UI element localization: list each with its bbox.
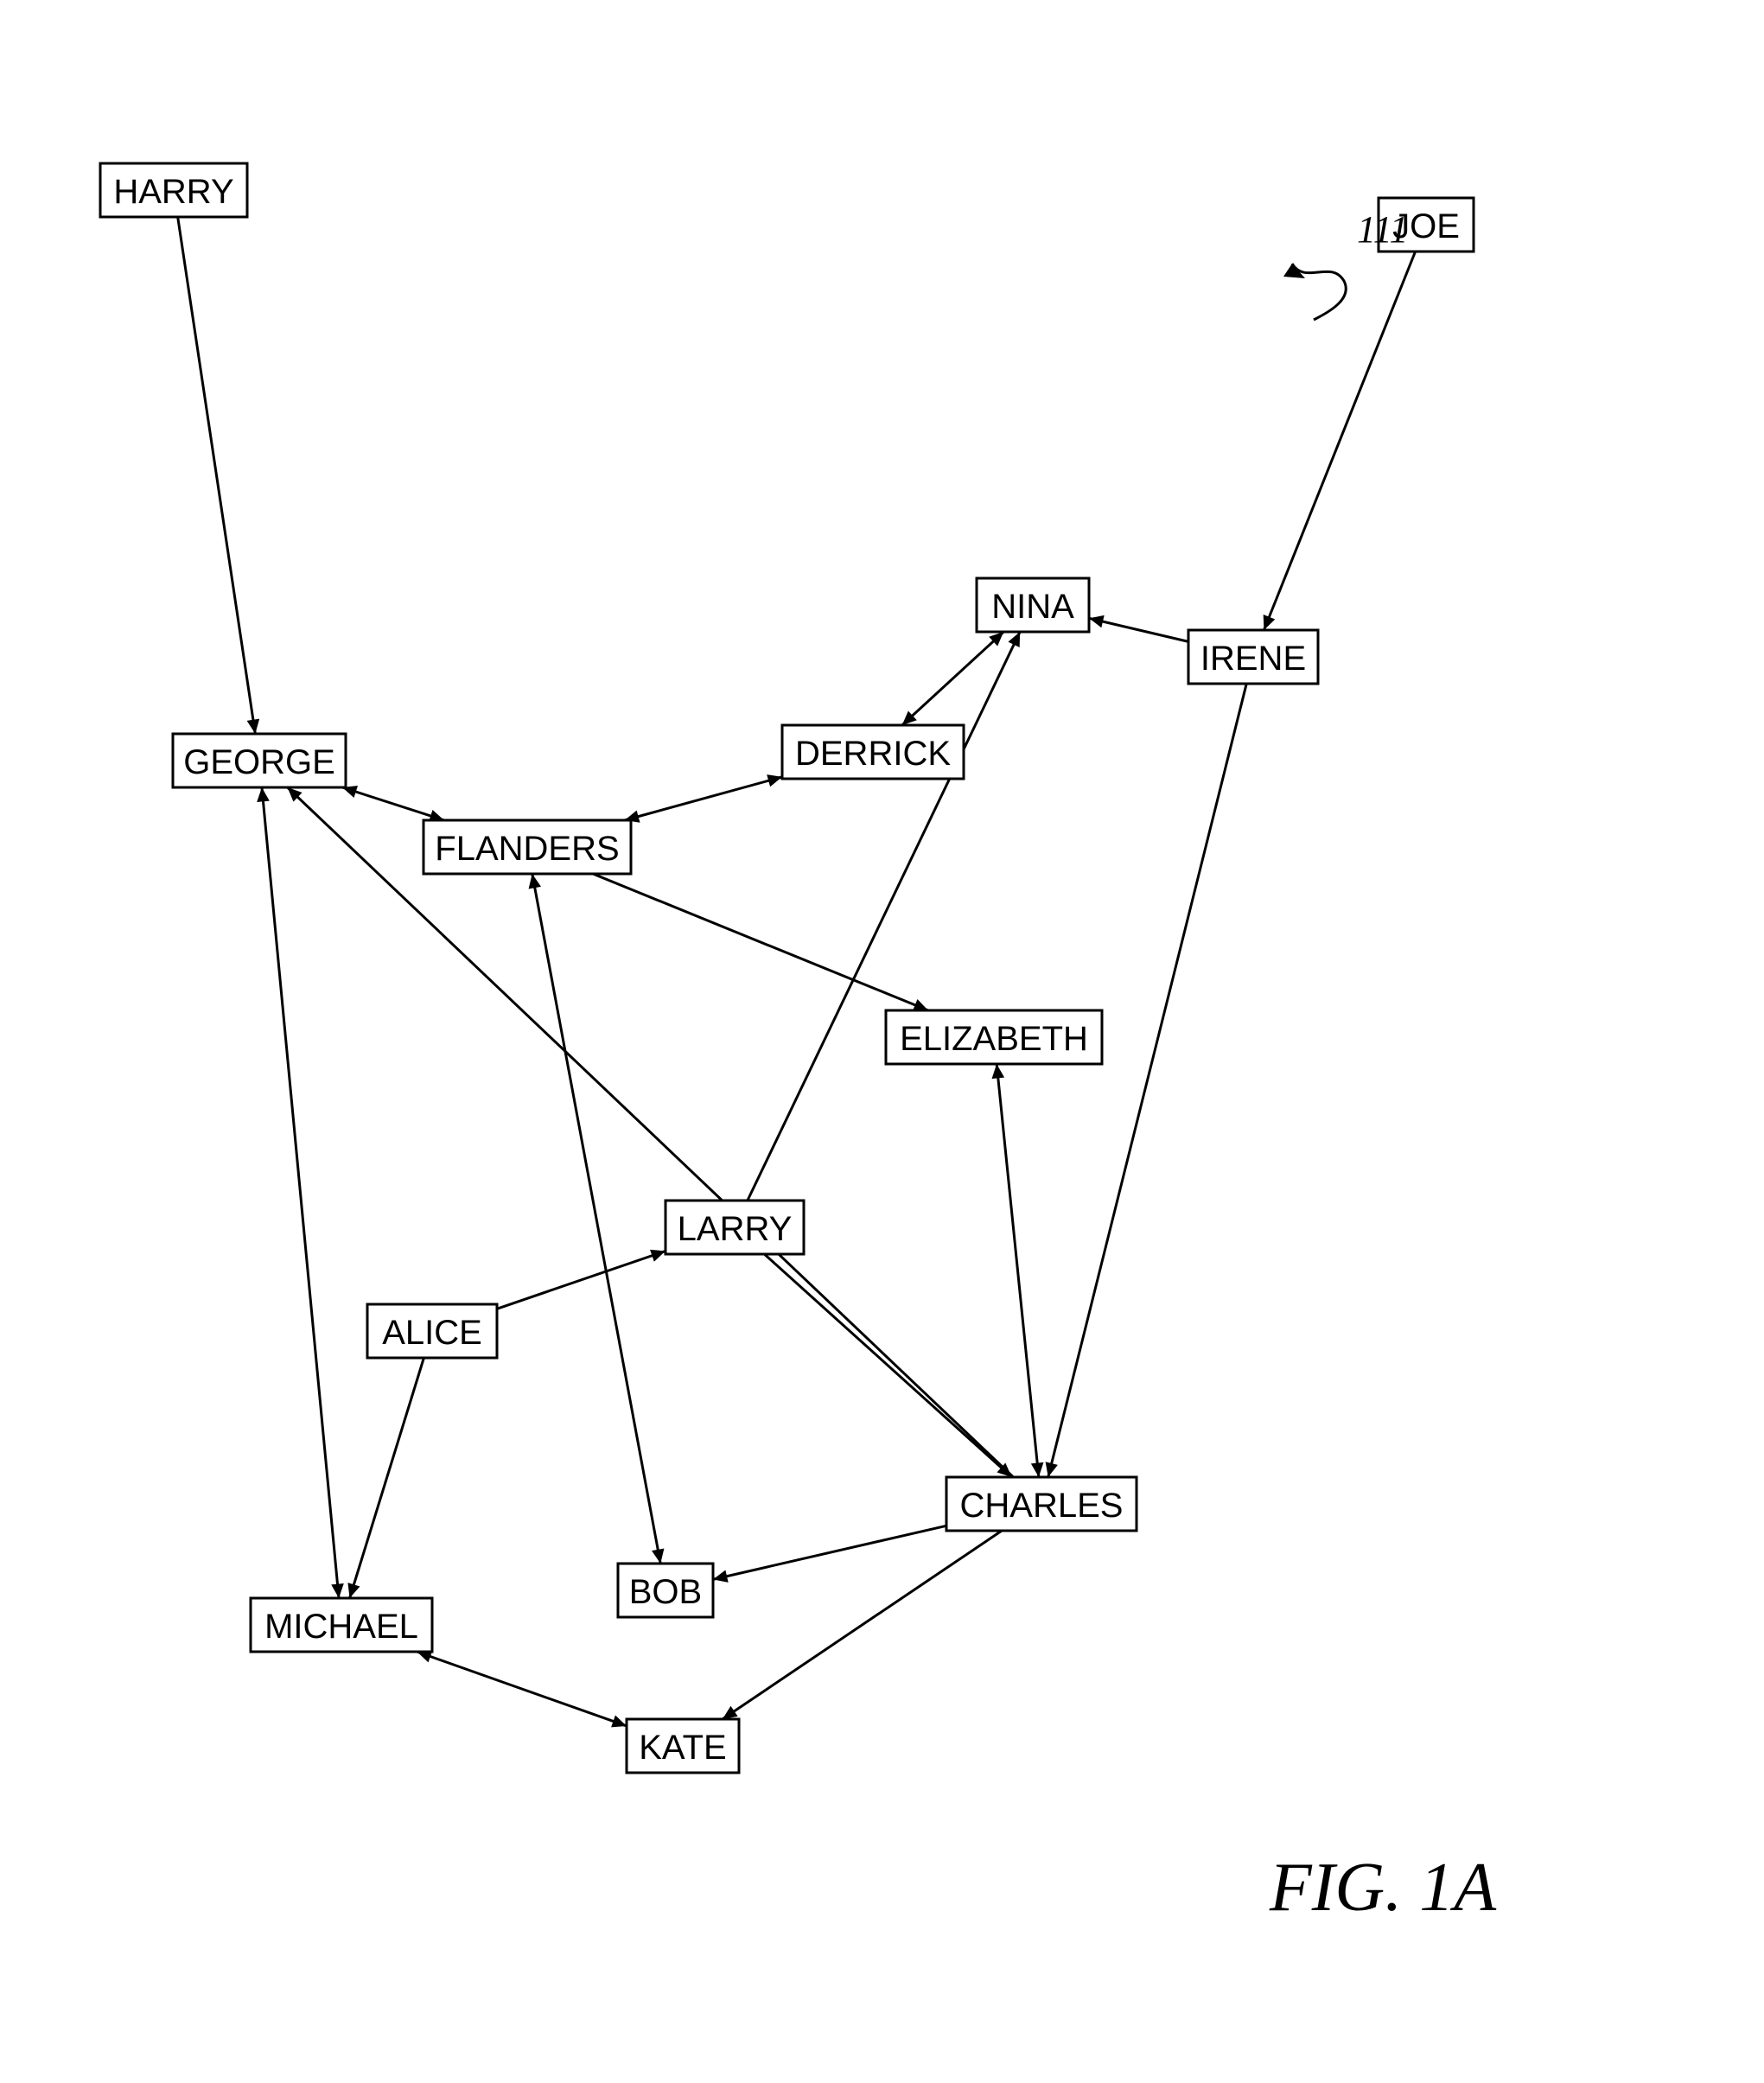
edge-derrick-flanders: [625, 774, 782, 823]
arrowhead-icon: [652, 1548, 664, 1564]
node-michael: MICHAEL: [251, 1598, 432, 1652]
node-label-bob: BOB: [629, 1573, 702, 1611]
edge-elizabeth-charles: [992, 1064, 1044, 1477]
edge-flanders-elizabeth: [593, 874, 928, 1011]
node-label-charles: CHARLES: [960, 1487, 1124, 1525]
node-harry: HARRY: [100, 163, 247, 217]
leader-squiggle: [1292, 264, 1346, 320]
reference-number: 111: [1357, 208, 1408, 251]
node-label-michael: MICHAEL: [264, 1608, 418, 1646]
edge-nina-derrick: [902, 632, 1004, 725]
node-bob: BOB: [618, 1564, 713, 1617]
node-irene: IRENE: [1188, 630, 1318, 684]
node-label-alice: ALICE: [382, 1314, 482, 1352]
edge-george-michael: [257, 787, 344, 1598]
edge-alice-michael: [347, 1358, 423, 1598]
arrowhead-icon: [723, 1706, 738, 1719]
edge-irene-charles: [1046, 684, 1247, 1477]
node-larry: LARRY: [665, 1201, 804, 1254]
edge-charles-george: [288, 787, 1014, 1477]
node-label-elizabeth: ELIZABETH: [900, 1020, 1088, 1058]
edge-joe-irene: [1264, 252, 1416, 630]
edge-flanders-george: [342, 786, 444, 822]
node-flanders: FLANDERS: [423, 820, 631, 874]
nodes-layer: HARRYJOEGEORGEFLANDERSDERRICKNINAIRENEAL…: [100, 163, 1474, 1773]
arrowhead-icon: [611, 1716, 627, 1728]
node-derrick: DERRICK: [782, 725, 964, 779]
edge-flanders-bob: [529, 874, 665, 1564]
arrowhead-icon: [247, 719, 260, 734]
edge-harry-george: [178, 217, 260, 734]
node-nina: NINA: [977, 578, 1089, 632]
network-diagram: HARRYJOEGEORGEFLANDERSDERRICKNINAIRENEAL…: [0, 0, 1764, 2083]
edges-layer: [178, 217, 1416, 1727]
node-alice: ALICE: [367, 1304, 497, 1358]
arrowhead-icon: [1046, 1462, 1058, 1477]
node-label-derrick: DERRICK: [795, 735, 951, 773]
node-label-flanders: FLANDERS: [435, 830, 619, 868]
node-kate: KATE: [627, 1719, 739, 1773]
edge-alice-larry: [497, 1250, 665, 1309]
node-label-harry: HARRY: [113, 173, 233, 211]
edge-larry-nina: [748, 632, 1020, 1201]
annotation-layer: 111 FIG. 1A: [1269, 208, 1497, 1926]
edge-charles-bob: [713, 1526, 946, 1583]
node-label-nina: NINA: [991, 588, 1074, 626]
node-george: GEORGE: [173, 734, 346, 787]
arrowhead-icon: [347, 1583, 360, 1598]
arrowhead-icon: [529, 874, 541, 889]
edge-irene-nina: [1089, 615, 1188, 641]
arrowhead-icon: [650, 1250, 665, 1262]
node-label-irene: IRENE: [1200, 640, 1306, 678]
arrowhead-icon: [713, 1570, 729, 1583]
edge-charles-kate: [723, 1531, 1002, 1719]
node-label-george: GEORGE: [183, 743, 335, 781]
arrowhead-icon: [1089, 615, 1105, 627]
node-label-kate: KATE: [639, 1729, 727, 1767]
figure-label: FIG. 1A: [1269, 1850, 1497, 1926]
node-charles: CHARLES: [946, 1477, 1137, 1531]
edge-larry-charles: [764, 1254, 1011, 1477]
node-elizabeth: ELIZABETH: [886, 1010, 1102, 1064]
node-label-larry: LARRY: [678, 1210, 793, 1248]
edge-michael-kate: [417, 1651, 627, 1728]
